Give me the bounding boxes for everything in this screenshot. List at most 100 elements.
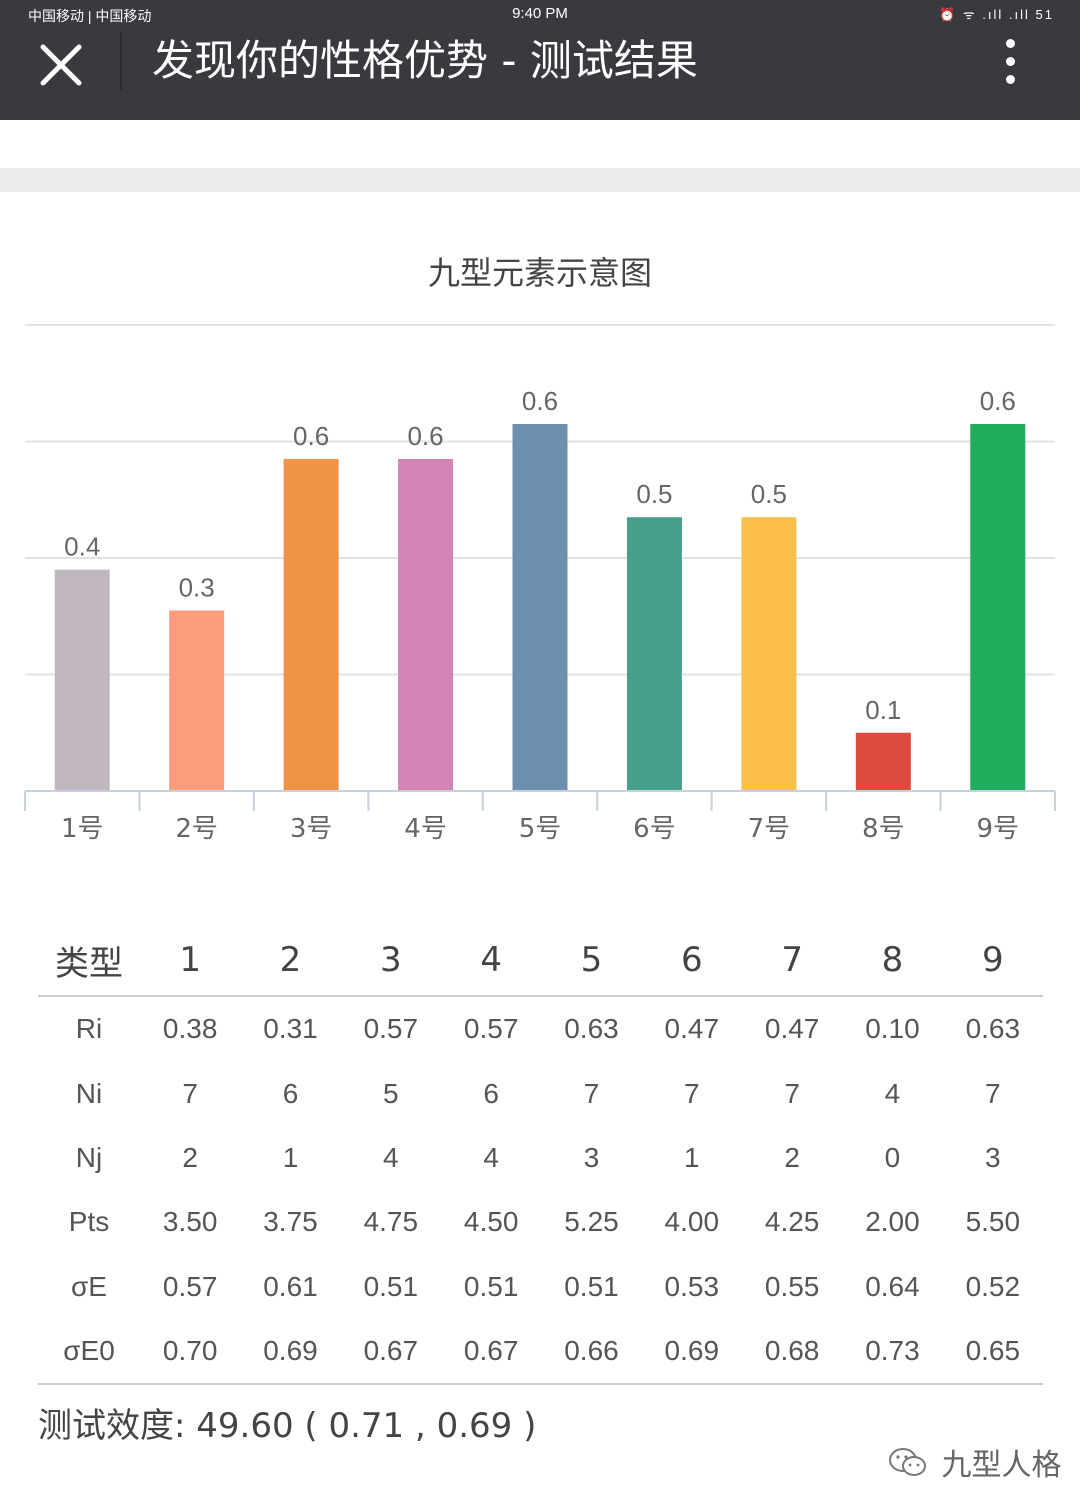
watermark-text: 九型人格 <box>941 1448 1062 1483</box>
x-tick-label: 7号 <box>748 814 791 844</box>
table-cell: 1 <box>684 1141 700 1173</box>
data-label: 0.1 <box>865 695 901 725</box>
header-cell: 类型 <box>38 925 140 997</box>
table-cell: 5.50 <box>965 1206 1021 1238</box>
table-cell: 7 <box>784 1077 800 1109</box>
header-cell: 2 <box>240 925 341 997</box>
chart-title: 九型元素示意图 <box>427 254 652 292</box>
table-cell: 0.66 <box>541 1318 642 1386</box>
data-label: 0.6 <box>980 386 1016 416</box>
table-cell: 0 <box>884 1141 901 1173</box>
page-title: 发现你的性格优势 - 测试结果 <box>152 36 698 85</box>
row-label: Nj <box>75 1141 103 1173</box>
more-vertical-icon <box>990 35 1030 84</box>
header-cell: 5 <box>541 925 642 997</box>
table-row: Ni 7 6 5 6 7 7 7 4 7 <box>38 1061 1043 1125</box>
table-cell: 0.47 <box>764 1013 820 1045</box>
table-cell: 0.31 <box>263 1013 318 1045</box>
table-cell: 0.47 <box>664 1013 720 1045</box>
table-cell: 4.25 <box>764 1206 820 1238</box>
table-cell: 3.75 <box>263 1206 318 1238</box>
data-label: 0.5 <box>636 479 672 509</box>
table-cell: 0.61 <box>263 1270 318 1302</box>
table-cell: 7 <box>684 1077 700 1109</box>
table-cell: 4 <box>884 1077 901 1109</box>
table-cell: 0.63 <box>564 1013 619 1045</box>
carrier-label: 中国移动 | 中国移动 <box>28 8 152 24</box>
wechat-icon <box>888 1446 928 1488</box>
data-label: 0.5 <box>751 479 787 509</box>
table-cell: 4 <box>383 1141 399 1173</box>
table-cell: 1 <box>282 1141 299 1173</box>
table-cell: 4.00 <box>664 1206 720 1238</box>
close-icon <box>40 44 82 86</box>
table-cell: 7 <box>985 1077 1001 1109</box>
table-cell: 0.51 <box>564 1270 619 1302</box>
table-cell: 0.69 <box>240 1318 341 1386</box>
header-cell: 6 <box>641 925 742 997</box>
x-tick-label: 6号 <box>633 814 676 844</box>
table-cell: 2 <box>182 1141 198 1173</box>
table-cell: 0.63 <box>965 1013 1021 1045</box>
table-cell: 4 <box>483 1141 499 1173</box>
x-tick-label: 8号 <box>862 814 905 844</box>
table-cell: 6 <box>282 1077 299 1109</box>
x-tick-label: 1号 <box>61 814 104 844</box>
table-cell: 0.55 <box>764 1270 820 1302</box>
table-row: Pts 3.50 3.75 4.75 4.50 5.25 4.00 4.25 2.00 5.50 <box>38 1190 1043 1254</box>
table-cell: 5.25 <box>564 1206 619 1238</box>
bar <box>169 610 225 791</box>
data-label: 0.3 <box>179 572 215 602</box>
header-cell: 7 <box>741 925 843 997</box>
table-cell: 7 <box>583 1077 600 1109</box>
status-bar: 中国移动 | 中国移动 9:40 PM ⏰ ᯤ .ıll .ıll 51 <box>0 0 1080 30</box>
bar <box>512 424 568 791</box>
status-time: 9:40 PM <box>512 5 568 22</box>
table-cell: 0.67 <box>340 1318 441 1386</box>
table-cell: 0.51 <box>363 1270 419 1302</box>
table-cell: 2 <box>784 1141 800 1173</box>
table-cell: 0.73 <box>842 1318 943 1386</box>
table-cell: 0.57 <box>363 1013 419 1045</box>
bar <box>741 517 797 791</box>
row-label: σE0 <box>38 1318 140 1386</box>
table-cell: 3 <box>583 1141 600 1173</box>
bar <box>54 569 110 791</box>
data-label: 0.6 <box>293 421 329 451</box>
x-tick-label: 2号 <box>175 814 218 844</box>
table-header-row: 类型 1 2 3 4 5 6 7 8 9 <box>38 925 1043 997</box>
data-label: 0.4 <box>64 532 100 562</box>
bar <box>970 424 1026 791</box>
watermark: 九型人格 <box>888 1440 1062 1488</box>
bar-chart: 0.4 0.3 0.6 0.6 0.6 0.5 0.5 0.1 0.6 1号 2号 3号 4号 5号 6号… <box>24 324 1056 844</box>
bar <box>398 458 454 791</box>
table-cell: 5 <box>383 1077 399 1109</box>
table-cell: 0.68 <box>741 1318 843 1386</box>
table-cell: 0.10 <box>865 1013 920 1045</box>
header-cell: 8 <box>842 925 943 997</box>
table-cell: 0.51 <box>463 1270 519 1302</box>
table-cell: 6 <box>483 1077 499 1109</box>
data-label: 0.6 <box>407 421 443 451</box>
header-cell: 1 <box>140 925 241 997</box>
x-tick-label: 9号 <box>977 814 1020 844</box>
row-label: σE <box>71 1270 107 1302</box>
status-icons: ⏰ ᯤ .ıll .ıll 51 <box>939 7 1054 22</box>
table-cell: 0.52 <box>965 1270 1021 1302</box>
table-cell: 0.70 <box>140 1318 241 1386</box>
bar <box>283 458 339 791</box>
table-cell: 0.53 <box>664 1270 720 1302</box>
table-row: Nj 2 1 4 4 3 1 2 0 3 <box>38 1126 1043 1190</box>
table-cell: 2.00 <box>865 1206 920 1238</box>
more-button[interactable] <box>990 35 1030 91</box>
table-cell: 4.75 <box>363 1206 419 1238</box>
table-cell: 0.65 <box>942 1318 1043 1386</box>
data-label: 0.6 <box>522 386 558 416</box>
x-tick-label: 3号 <box>290 814 333 844</box>
table-cell: 0.57 <box>162 1270 218 1302</box>
table-cell: 0.57 <box>463 1013 519 1045</box>
table-cell: 0.67 <box>440 1318 542 1386</box>
x-tick-label: 5号 <box>519 814 562 844</box>
close-button[interactable] <box>34 38 88 92</box>
header-cell: 4 <box>440 925 542 997</box>
